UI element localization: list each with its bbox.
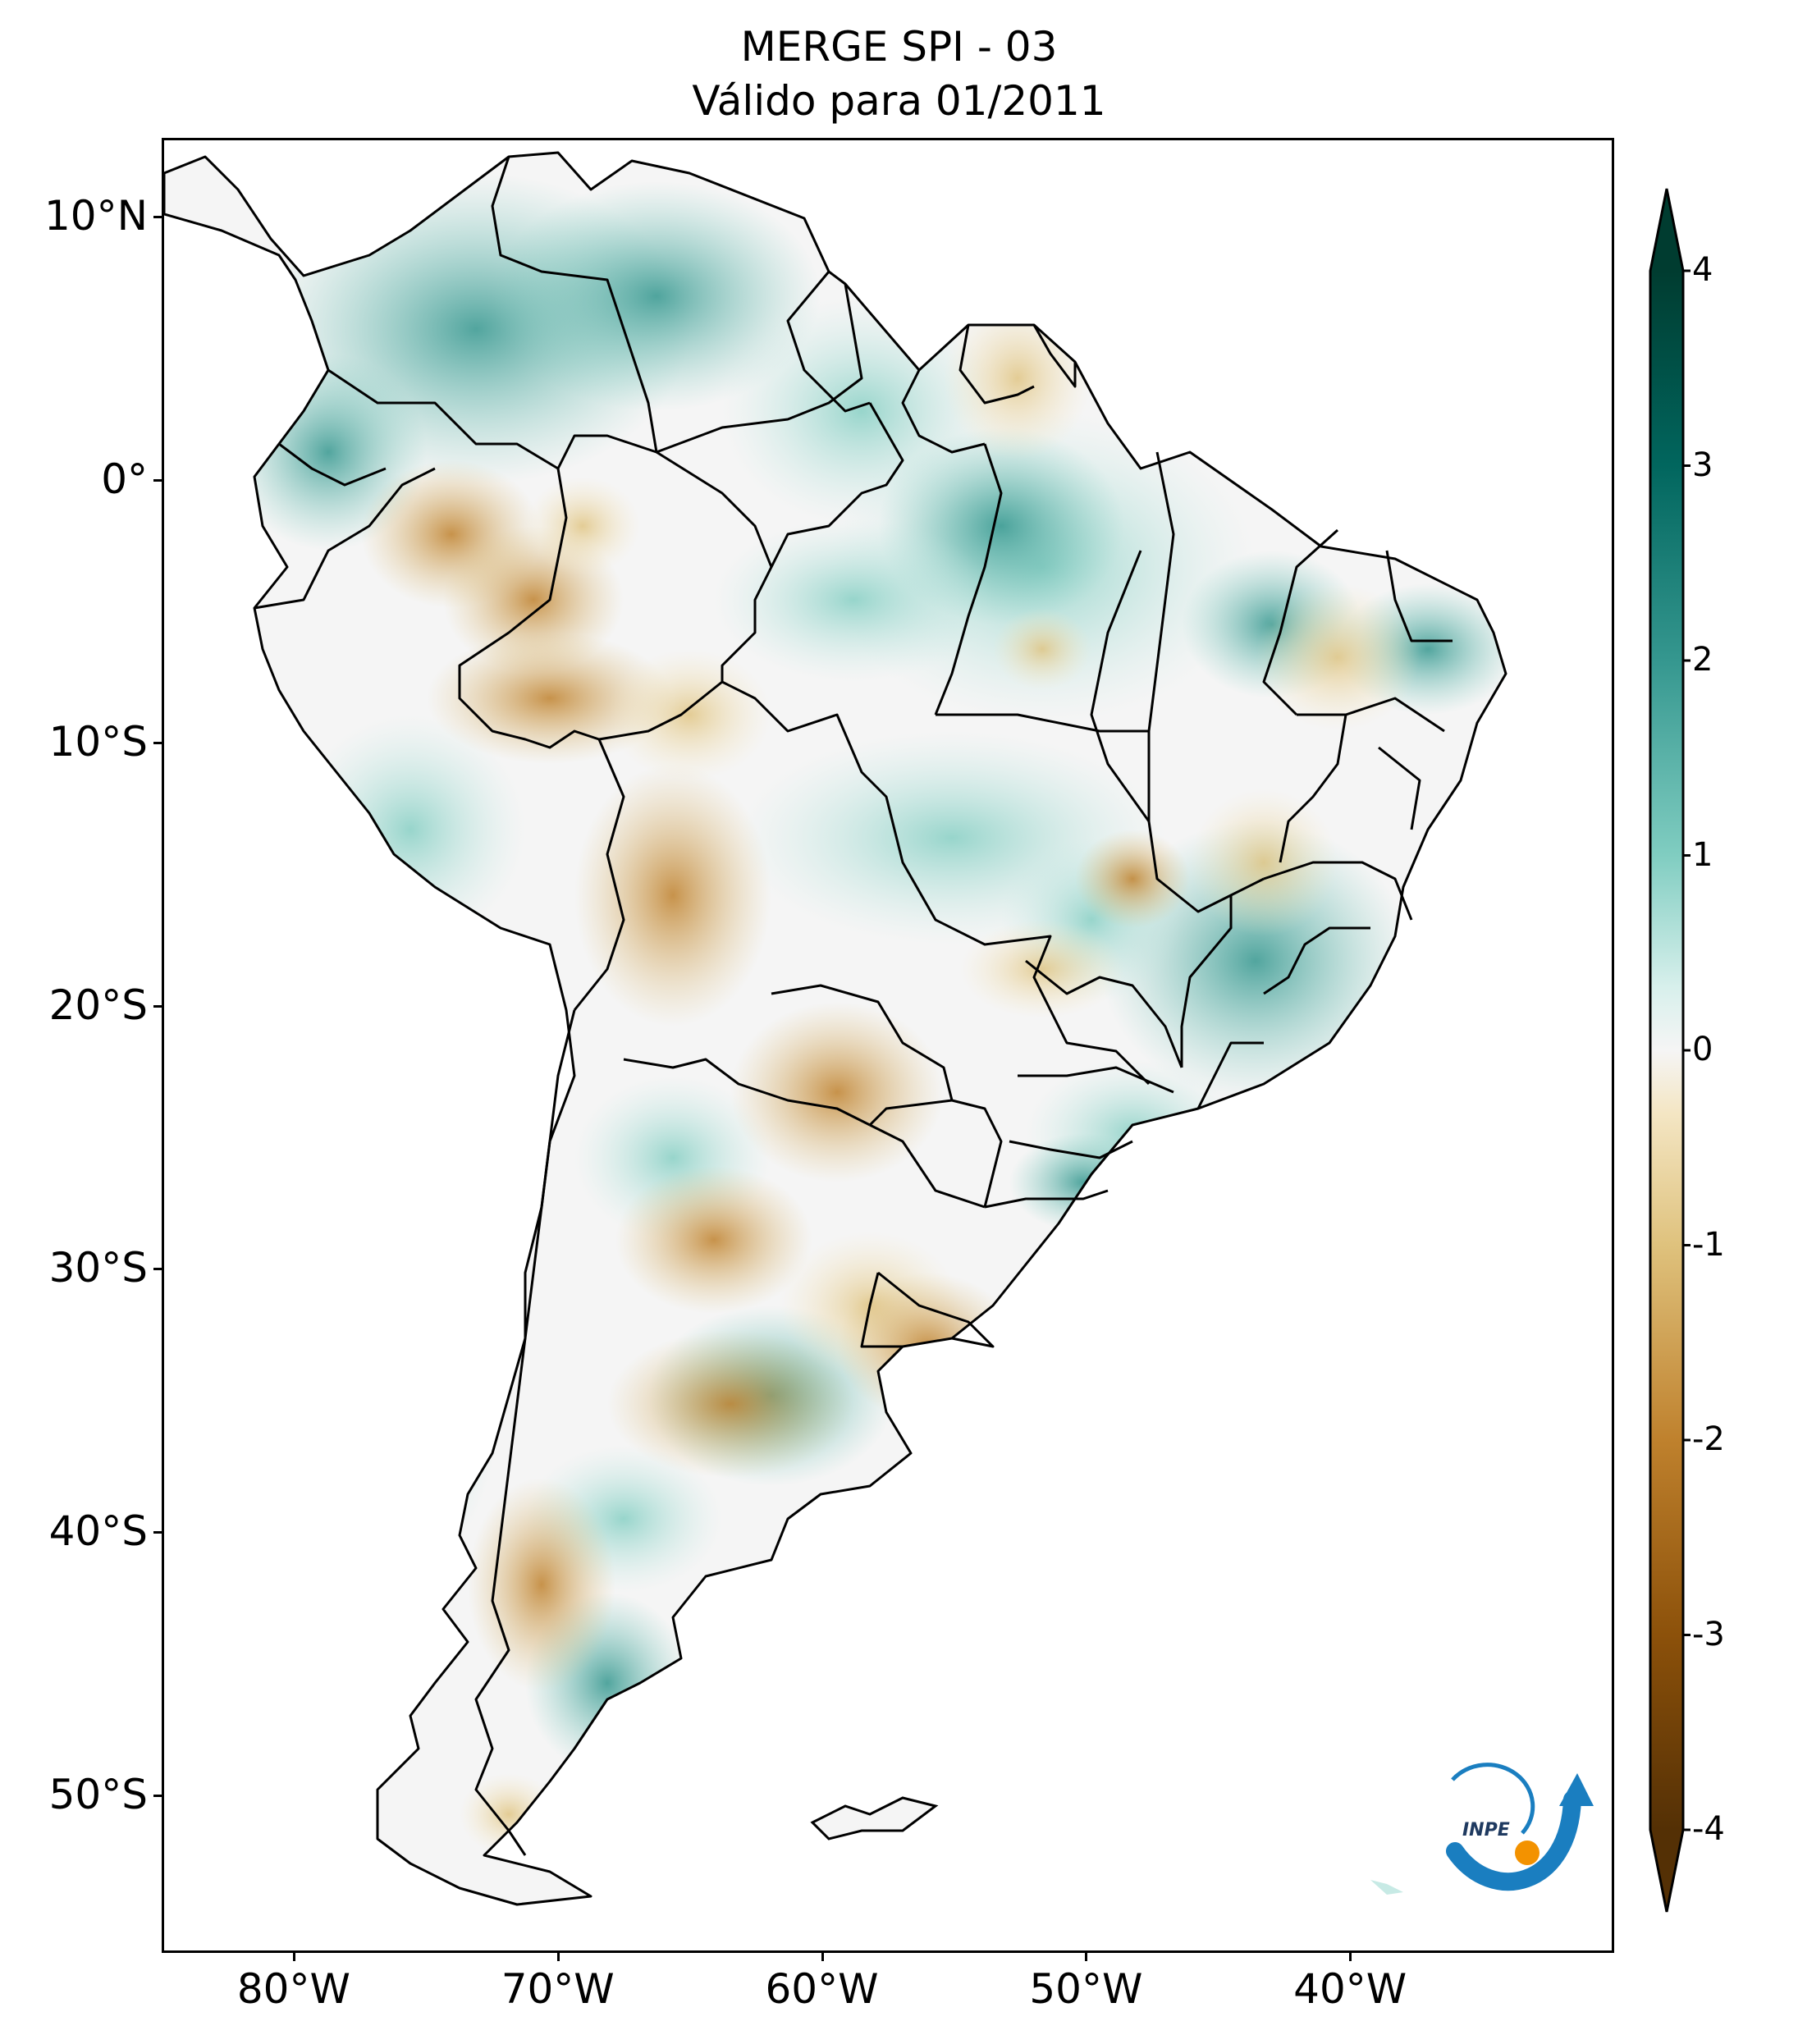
lat-tick-mark xyxy=(153,216,162,219)
colorbar-ticks xyxy=(1683,269,1690,1831)
lat-tick-mark xyxy=(153,1268,162,1271)
spi-field xyxy=(230,173,1506,1855)
coastline xyxy=(164,151,1507,1906)
lon-tick-label: 70°W xyxy=(501,1965,615,2013)
falkland-islands xyxy=(810,1796,939,1841)
colorbar-tick-label: 2 xyxy=(1692,641,1713,679)
lat-tick-label: 40°S xyxy=(48,1507,148,1556)
lon-tick-mark xyxy=(292,1953,295,1961)
colorbar-extend-min xyxy=(1650,1830,1683,1912)
lon-tick-label: 40°W xyxy=(1293,1965,1407,2013)
lon-tick-mark xyxy=(1085,1953,1088,1961)
lon-tick-mark xyxy=(556,1953,560,1961)
colorbar-tick-label: -3 xyxy=(1692,1615,1725,1653)
lat-tick-mark xyxy=(153,742,162,745)
lon-tick-label: 60°W xyxy=(765,1965,879,2013)
colorbar-tick-label: 1 xyxy=(1692,835,1713,874)
lon-tick-label: 50°W xyxy=(1029,1965,1143,2013)
lat-tick-mark xyxy=(153,1004,162,1008)
lat-tick-label: 0° xyxy=(101,455,148,503)
lat-tick-mark xyxy=(153,478,162,482)
lon-tick-label: 80°W xyxy=(236,1965,350,2013)
map-subtitle: Válido para 01/2011 xyxy=(692,77,1106,125)
lon-tick-mark xyxy=(821,1953,824,1961)
country-borders xyxy=(254,156,1453,1856)
colorbar-tick-label: -4 xyxy=(1692,1810,1725,1848)
map-title: MERGE SPI - 03 xyxy=(740,23,1058,71)
lat-tick-mark xyxy=(153,1794,162,1797)
colorbar-tick-label: -2 xyxy=(1692,1420,1725,1458)
lat-tick-label: 50°S xyxy=(48,1770,148,1818)
lat-tick-label: 10°S xyxy=(48,718,148,766)
lat-tick-label: 20°S xyxy=(48,981,148,1029)
lat-tick-label: 10°N xyxy=(43,192,148,240)
colorbar-tick-label: 4 xyxy=(1692,251,1713,289)
colorbar-tick-label: 0 xyxy=(1692,1031,1713,1068)
colorbar-tick-label: 3 xyxy=(1692,446,1713,484)
colorbar-tick-label: -1 xyxy=(1692,1225,1725,1264)
inpe-logo: INPE xyxy=(1446,1763,1594,1891)
colorbar-outline xyxy=(1649,188,1685,1913)
map-panel: INPE xyxy=(162,138,1614,1953)
south-georgia xyxy=(1370,1880,1403,1895)
colorbar-extend-max xyxy=(1650,189,1683,271)
lon-tick-mark xyxy=(1349,1953,1352,1961)
lat-tick-mark xyxy=(153,1531,162,1534)
lat-tick-label: 30°S xyxy=(48,1244,148,1292)
logo-text: INPE xyxy=(1462,1820,1510,1841)
colorbar-gradient xyxy=(1650,271,1683,1830)
map-canvas: INPE xyxy=(164,151,1594,1906)
